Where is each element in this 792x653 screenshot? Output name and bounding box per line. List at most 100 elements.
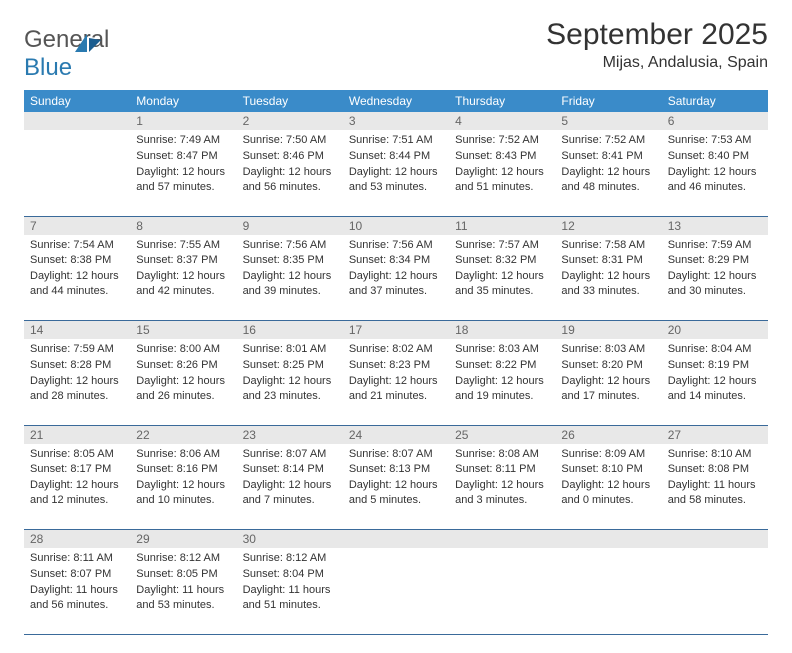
day-number: 22 xyxy=(130,425,236,444)
day-cell: Sunrise: 7:53 AMSunset: 8:40 PMDaylight:… xyxy=(662,130,768,216)
sunset-text: Sunset: 8:22 PM xyxy=(455,358,549,373)
day-content: Sunrise: 7:57 AMSunset: 8:32 PMDaylight:… xyxy=(449,235,555,306)
day-content: Sunrise: 8:05 AMSunset: 8:17 PMDaylight:… xyxy=(24,444,130,515)
day-cell: Sunrise: 7:58 AMSunset: 8:31 PMDaylight:… xyxy=(555,235,661,321)
day-number-row: 123456 xyxy=(24,112,768,130)
day-cell: Sunrise: 8:12 AMSunset: 8:05 PMDaylight:… xyxy=(130,548,236,634)
day-cell: Sunrise: 8:05 AMSunset: 8:17 PMDaylight:… xyxy=(24,444,130,530)
day-number: 8 xyxy=(130,216,236,235)
sunset-text: Sunset: 8:40 PM xyxy=(668,149,762,164)
day-cell: Sunrise: 8:03 AMSunset: 8:22 PMDaylight:… xyxy=(449,339,555,425)
day-content: Sunrise: 7:56 AMSunset: 8:35 PMDaylight:… xyxy=(237,235,343,306)
page-header: General Blue September 2025 Mijas, Andal… xyxy=(24,18,768,82)
daylight-text: Daylight: 12 hours and 56 minutes. xyxy=(243,165,337,195)
week-row: Sunrise: 8:05 AMSunset: 8:17 PMDaylight:… xyxy=(24,444,768,530)
day-cell xyxy=(662,548,768,634)
sunset-text: Sunset: 8:23 PM xyxy=(349,358,443,373)
sunrise-text: Sunrise: 8:02 AM xyxy=(349,342,443,357)
week-row: Sunrise: 8:11 AMSunset: 8:07 PMDaylight:… xyxy=(24,548,768,634)
sunrise-text: Sunrise: 7:56 AM xyxy=(349,238,443,253)
day-content: Sunrise: 7:49 AMSunset: 8:47 PMDaylight:… xyxy=(130,130,236,201)
sunset-text: Sunset: 8:47 PM xyxy=(136,149,230,164)
daylight-text: Daylight: 11 hours and 53 minutes. xyxy=(136,583,230,613)
weekday-header: Tuesday xyxy=(237,90,343,112)
sunset-text: Sunset: 8:14 PM xyxy=(243,462,337,477)
day-cell: Sunrise: 8:01 AMSunset: 8:25 PMDaylight:… xyxy=(237,339,343,425)
day-number-row: 282930 xyxy=(24,530,768,549)
day-content: Sunrise: 7:52 AMSunset: 8:43 PMDaylight:… xyxy=(449,130,555,201)
sunrise-text: Sunrise: 8:08 AM xyxy=(455,447,549,462)
day-cell xyxy=(24,130,130,216)
day-number: 9 xyxy=(237,216,343,235)
day-number: 20 xyxy=(662,321,768,340)
day-content: Sunrise: 8:10 AMSunset: 8:08 PMDaylight:… xyxy=(662,444,768,515)
day-cell: Sunrise: 8:02 AMSunset: 8:23 PMDaylight:… xyxy=(343,339,449,425)
day-content: Sunrise: 7:54 AMSunset: 8:38 PMDaylight:… xyxy=(24,235,130,306)
day-number xyxy=(555,530,661,549)
day-cell: Sunrise: 7:56 AMSunset: 8:35 PMDaylight:… xyxy=(237,235,343,321)
sunrise-text: Sunrise: 8:09 AM xyxy=(561,447,655,462)
sunrise-text: Sunrise: 8:01 AM xyxy=(243,342,337,357)
day-content: Sunrise: 8:12 AMSunset: 8:04 PMDaylight:… xyxy=(237,548,343,619)
daylight-text: Daylight: 12 hours and 5 minutes. xyxy=(349,478,443,508)
daylight-text: Daylight: 11 hours and 51 minutes. xyxy=(243,583,337,613)
sunset-text: Sunset: 8:05 PM xyxy=(136,567,230,582)
day-content: Sunrise: 7:51 AMSunset: 8:44 PMDaylight:… xyxy=(343,130,449,201)
sunrise-text: Sunrise: 8:04 AM xyxy=(668,342,762,357)
day-cell: Sunrise: 8:04 AMSunset: 8:19 PMDaylight:… xyxy=(662,339,768,425)
day-content: Sunrise: 8:09 AMSunset: 8:10 PMDaylight:… xyxy=(555,444,661,515)
daylight-text: Daylight: 12 hours and 42 minutes. xyxy=(136,269,230,299)
calendar-body: 123456Sunrise: 7:49 AMSunset: 8:47 PMDay… xyxy=(24,112,768,634)
day-number: 19 xyxy=(555,321,661,340)
day-number: 3 xyxy=(343,112,449,130)
sunset-text: Sunset: 8:34 PM xyxy=(349,253,443,268)
day-content: Sunrise: 8:02 AMSunset: 8:23 PMDaylight:… xyxy=(343,339,449,410)
day-number: 17 xyxy=(343,321,449,340)
sunset-text: Sunset: 8:26 PM xyxy=(136,358,230,373)
sunset-text: Sunset: 8:11 PM xyxy=(455,462,549,477)
day-number: 14 xyxy=(24,321,130,340)
day-cell xyxy=(555,548,661,634)
day-number: 26 xyxy=(555,425,661,444)
daylight-text: Daylight: 12 hours and 39 minutes. xyxy=(243,269,337,299)
daylight-text: Daylight: 12 hours and 3 minutes. xyxy=(455,478,549,508)
day-cell: Sunrise: 8:07 AMSunset: 8:14 PMDaylight:… xyxy=(237,444,343,530)
sunrise-text: Sunrise: 7:52 AM xyxy=(561,133,655,148)
day-content: Sunrise: 7:50 AMSunset: 8:46 PMDaylight:… xyxy=(237,130,343,201)
day-number: 28 xyxy=(24,530,130,549)
day-number: 25 xyxy=(449,425,555,444)
daylight-text: Daylight: 12 hours and 26 minutes. xyxy=(136,374,230,404)
weekday-header: Friday xyxy=(555,90,661,112)
calendar-table: Sunday Monday Tuesday Wednesday Thursday… xyxy=(24,90,768,635)
sunrise-text: Sunrise: 8:00 AM xyxy=(136,342,230,357)
day-number: 11 xyxy=(449,216,555,235)
day-number: 30 xyxy=(237,530,343,549)
daylight-text: Daylight: 12 hours and 28 minutes. xyxy=(30,374,124,404)
day-content: Sunrise: 8:01 AMSunset: 8:25 PMDaylight:… xyxy=(237,339,343,410)
sunrise-text: Sunrise: 8:03 AM xyxy=(455,342,549,357)
day-number: 1 xyxy=(130,112,236,130)
sunset-text: Sunset: 8:10 PM xyxy=(561,462,655,477)
day-number: 23 xyxy=(237,425,343,444)
sunrise-text: Sunrise: 7:59 AM xyxy=(668,238,762,253)
sunset-text: Sunset: 8:04 PM xyxy=(243,567,337,582)
day-cell xyxy=(449,548,555,634)
day-number: 4 xyxy=(449,112,555,130)
day-number: 7 xyxy=(24,216,130,235)
day-cell: Sunrise: 7:56 AMSunset: 8:34 PMDaylight:… xyxy=(343,235,449,321)
sunrise-text: Sunrise: 7:56 AM xyxy=(243,238,337,253)
day-number xyxy=(343,530,449,549)
sunset-text: Sunset: 8:43 PM xyxy=(455,149,549,164)
day-content: Sunrise: 8:08 AMSunset: 8:11 PMDaylight:… xyxy=(449,444,555,515)
daylight-text: Daylight: 12 hours and 10 minutes. xyxy=(136,478,230,508)
sunset-text: Sunset: 8:17 PM xyxy=(30,462,124,477)
weekday-header: Thursday xyxy=(449,90,555,112)
day-cell: Sunrise: 8:09 AMSunset: 8:10 PMDaylight:… xyxy=(555,444,661,530)
daylight-text: Daylight: 12 hours and 46 minutes. xyxy=(668,165,762,195)
sail-icon xyxy=(73,32,103,59)
sunset-text: Sunset: 8:25 PM xyxy=(243,358,337,373)
sunset-text: Sunset: 8:29 PM xyxy=(668,253,762,268)
sunset-text: Sunset: 8:37 PM xyxy=(136,253,230,268)
logo: General Blue xyxy=(24,18,103,82)
sunset-text: Sunset: 8:44 PM xyxy=(349,149,443,164)
